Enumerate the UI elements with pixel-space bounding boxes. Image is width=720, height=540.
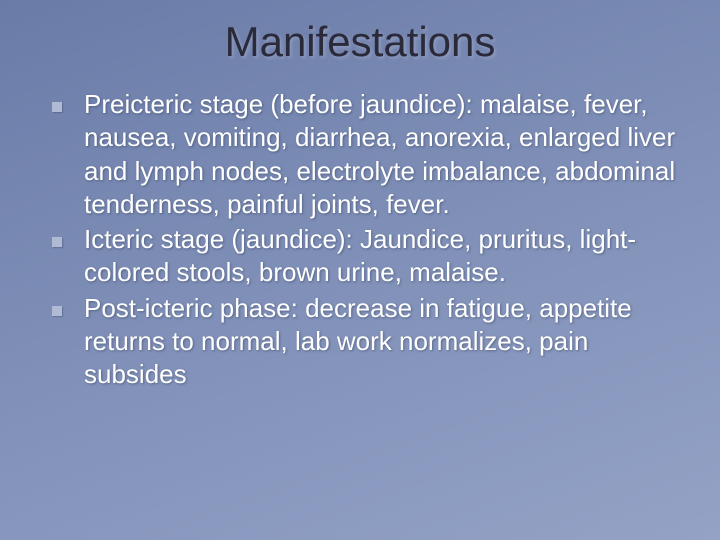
slide-title: Manifestations [30,18,690,66]
square-bullet-icon [52,237,62,247]
slide: Manifestations Preicteric stage (before … [0,0,720,540]
bullet-text: Post-icteric phase: decrease in fatigue,… [84,293,632,390]
bullet-list: Preicteric stage (before jaundice): mala… [30,88,690,391]
bullet-item: Icteric stage (jaundice): Jaundice, prur… [52,223,690,290]
square-bullet-icon [52,306,62,316]
bullet-item: Post-icteric phase: decrease in fatigue,… [52,292,690,392]
bullet-text: Icteric stage (jaundice): Jaundice, prur… [84,224,636,287]
square-bullet-icon [52,102,62,112]
bullet-item: Preicteric stage (before jaundice): mala… [52,88,690,221]
bullet-text: Preicteric stage (before jaundice): mala… [84,89,675,219]
